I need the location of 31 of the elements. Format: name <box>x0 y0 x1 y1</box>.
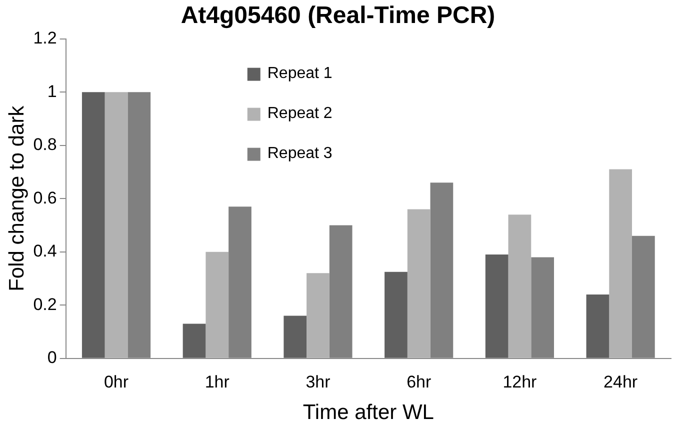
bar <box>206 252 229 358</box>
y-tick-label: 0.8 <box>33 135 57 154</box>
bar <box>508 214 532 358</box>
y-tick-label: 0 <box>47 348 57 368</box>
y-tick-label: 0.6 <box>33 188 57 208</box>
y-tick-label: 0.2 <box>33 294 57 314</box>
legend-label: Repeat 2 <box>267 105 332 122</box>
y-axis-title: Fold change to dark <box>5 105 28 292</box>
bar <box>609 169 632 358</box>
legend-label: Repeat 3 <box>267 145 332 162</box>
x-tick-label: 3hr <box>306 372 331 392</box>
bar <box>104 92 128 358</box>
x-tick-label: 1hr <box>204 372 230 392</box>
bar <box>485 254 508 358</box>
legend-label: Repeat 1 <box>267 65 332 82</box>
bar <box>306 273 330 358</box>
y-tick-label: 0.4 <box>33 242 57 261</box>
x-tick-label: 0hr <box>104 372 129 392</box>
bar <box>182 324 206 358</box>
bar <box>407 209 430 358</box>
bar <box>586 294 610 358</box>
bar <box>284 316 307 358</box>
y-tick-label: 1 <box>47 82 57 101</box>
x-tick-label: 24hr <box>604 372 638 392</box>
y-tick-label: 1.2 <box>33 28 57 48</box>
bar <box>384 272 408 358</box>
x-tick-label: 6hr <box>406 372 432 392</box>
x-axis-title: Time after WL <box>302 401 434 424</box>
x-tick-label: 12hr <box>502 372 538 392</box>
bar <box>82 92 105 358</box>
chart-title: At4g05460 (Real-Time PCR) <box>180 2 496 30</box>
